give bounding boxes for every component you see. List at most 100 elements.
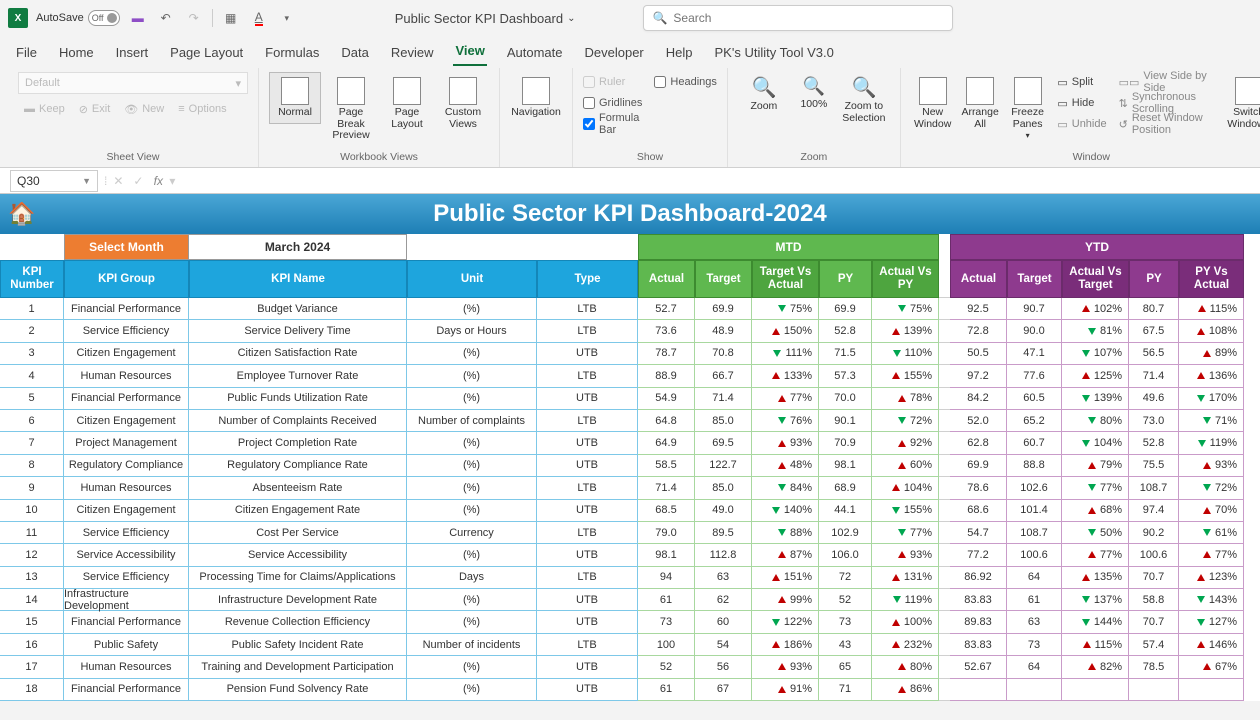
new-window-button[interactable]: New Window [911,72,954,135]
save-icon[interactable]: ▬ [128,8,148,28]
cell-group: Human Resources [64,477,189,499]
headings-check[interactable]: Headings [654,72,716,92]
page-layout-button[interactable]: Page Layout [381,72,433,135]
tab-insert[interactable]: Insert [114,41,151,66]
month-value[interactable]: March 2024 [189,234,407,260]
nav-icon [522,77,550,105]
normal-button[interactable]: Normal [269,72,321,124]
cell-type: LTB [537,410,638,432]
undo-icon[interactable]: ↶ [156,8,176,28]
cell-y-pva: 71% [1179,410,1244,432]
cancel-icon[interactable]: ✕ [109,174,127,188]
cell-m-avp: 110% [872,343,939,365]
cell-y-pva: 123% [1179,567,1244,589]
cell-unit: (%) [407,544,537,566]
ruler-check[interactable]: Ruler [583,72,642,92]
cell-unit: (%) [407,656,537,678]
custom-views-button[interactable]: Custom Views [437,72,489,135]
hide-button[interactable]: ▭ Hide [1057,93,1106,113]
cell-m-target: 67 [695,679,752,701]
cell-m-actual: 64.9 [638,432,695,454]
gap [939,365,950,387]
tab-data[interactable]: Data [339,41,370,66]
tab-home[interactable]: Home [57,41,96,66]
fx-icon[interactable]: fx [149,174,167,188]
group-show: Ruler Gridlines Formula Bar Headings Sho… [573,68,728,167]
cell-m-target: 71.4 [695,388,752,410]
gridlines-check[interactable]: Gridlines [583,93,642,113]
chevron-down-icon: ▼ [82,176,91,186]
zoom-icon: 🔍 [751,77,776,99]
tab-help[interactable]: Help [664,41,695,66]
switch-windows-button[interactable]: Switch Windows [1226,72,1260,135]
cell-group: Public Safety [64,634,189,656]
cell-unit: (%) [407,455,537,477]
h-y-target: Target [1007,260,1062,298]
zoom-100-button[interactable]: 🔍100% [794,72,834,115]
split-button[interactable]: ▭ Split [1057,72,1106,92]
group-label: Window [1073,149,1110,167]
group-label: Zoom [800,149,827,167]
cell-name: Cost Per Service [189,522,407,544]
font-color-icon[interactable]: A [249,8,269,28]
tab-automate[interactable]: Automate [505,41,565,66]
redo-icon[interactable]: ↷ [184,8,204,28]
cell-y-py: 70.7 [1129,611,1179,633]
cell-m-actual: 61 [638,589,695,611]
cell-m-tva: 111% [752,343,819,365]
freeze-panes-button[interactable]: Freeze Panes▾ [1006,72,1049,146]
formula-check[interactable]: Formula Bar [583,114,642,134]
more-icon[interactable]: ▾ [277,8,297,28]
cell-y-py: 52.8 [1129,432,1179,454]
cell-y-target: 108.7 [1007,522,1062,544]
tab-review[interactable]: Review [389,41,436,66]
exit-button[interactable]: ⊘ Exit [73,99,117,119]
toggle-switch[interactable]: Off [88,10,120,26]
tab-pk-s-utility-tool-v3-0[interactable]: PK's Utility Tool V3.0 [713,41,836,66]
keep-button[interactable]: ▬ Keep [18,99,71,119]
cell-y-py: 67.5 [1129,320,1179,342]
cell-num: 2 [0,320,64,342]
cell-m-py: 57.3 [819,365,872,387]
borders-icon[interactable]: ▦ [221,8,241,28]
autosave-toggle[interactable]: AutoSave Off [36,10,120,26]
tab-view[interactable]: View [453,39,486,66]
tab-page-layout[interactable]: Page Layout [168,41,245,66]
cell-y-avt: 50% [1062,522,1129,544]
group-label: Sheet View [107,149,160,167]
name-box-value: Q30 [17,174,40,188]
cell-y-avt: 79% [1062,455,1129,477]
formula-input[interactable] [179,170,1260,192]
cell-m-tva: 91% [752,679,819,701]
cell-y-actual: 84.2 [950,388,1007,410]
gap [939,589,950,611]
options-button[interactable]: ≡ Options [172,99,232,119]
arrange-all-button[interactable]: Arrange All [958,72,1001,135]
sheet-view-dropdown[interactable]: Default▾ [18,72,248,94]
table-row: 13Service EfficiencyProcessing Time for … [0,567,1260,589]
cell-m-avp: 155% [872,500,939,522]
cell-y-actual [950,679,1007,701]
page-break-button[interactable]: Page Break Preview [325,72,377,147]
tab-file[interactable]: File [14,41,39,66]
zoom-selection-button[interactable]: 🔍Zoom to Selection [838,72,890,129]
cell-unit: (%) [407,477,537,499]
search-box[interactable]: 🔍 [643,5,953,31]
cell-m-avp: 92% [872,432,939,454]
tab-formulas[interactable]: Formulas [263,41,321,66]
name-box[interactable]: Q30 ▼ [10,170,98,192]
document-title[interactable]: Public Sector KPI Dashboard ⌄ [395,11,576,26]
cell-y-py: 58.8 [1129,589,1179,611]
h-m-avp: Actual Vs PY [872,260,939,298]
search-input[interactable] [673,11,944,25]
tab-developer[interactable]: Developer [583,41,646,66]
zoom-button[interactable]: 🔍Zoom [738,72,790,118]
unhide-button: ▭ Unhide [1057,114,1106,134]
navigation-button[interactable]: Navigation [510,72,562,124]
home-icon[interactable]: 🏠 [8,201,35,227]
header-row: KPI Number KPI Group KPI Name Unit Type … [0,260,1260,298]
normal-icon [281,77,309,105]
new-button[interactable]: 👁 New [118,99,170,119]
enter-icon[interactable]: ✓ [129,174,147,188]
cell-m-py: 71 [819,679,872,701]
